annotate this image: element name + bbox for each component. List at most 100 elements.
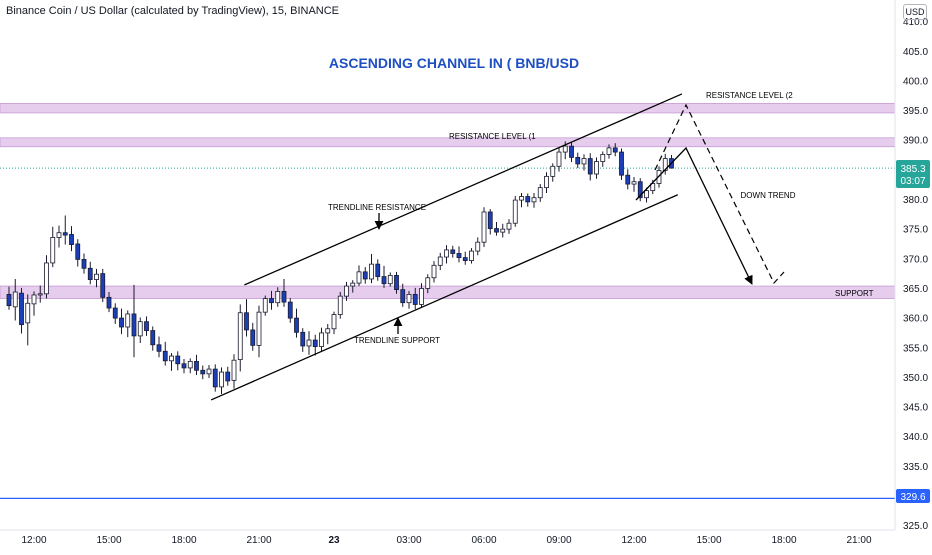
x-tick-label: 15:00 [96, 535, 121, 546]
candle [469, 248, 474, 264]
candle-body [187, 360, 193, 369]
candle [112, 303, 118, 325]
chart-title: ASCENDING CHANNEL IN ( BNB/USD [329, 55, 579, 71]
candle-body [244, 312, 249, 331]
y-tick-label: 355.0 [903, 343, 928, 354]
candle [575, 152, 581, 169]
candle-body [237, 312, 243, 361]
candle-body [256, 311, 262, 346]
candle-body [619, 151, 624, 176]
candle [362, 267, 368, 284]
candle [81, 253, 87, 274]
candle-body [369, 263, 374, 280]
downtrend-dashed-projection [654, 103, 785, 285]
candle-body [119, 317, 124, 328]
candle-body [275, 291, 281, 304]
candle-body [544, 175, 549, 189]
candle-body [462, 257, 468, 261]
candle [406, 290, 412, 309]
candle [119, 308, 124, 335]
candle [25, 294, 31, 346]
candle-body [62, 232, 68, 236]
x-tick-label: 21:00 [846, 535, 871, 546]
candle [431, 261, 437, 283]
candle [619, 148, 624, 180]
candle-body [356, 271, 362, 284]
candle-body [137, 321, 143, 337]
candle [275, 287, 281, 307]
bar-countdown: 03:07 [900, 176, 925, 187]
candle [150, 326, 156, 351]
candle [6, 286, 12, 310]
candle-body [281, 291, 287, 303]
candle-body [162, 350, 168, 362]
candle-body [606, 147, 612, 155]
candle-body [225, 371, 231, 382]
candle-body [69, 234, 74, 245]
candle [394, 271, 399, 294]
candle [169, 353, 174, 371]
x-tick-label: 18:00 [171, 535, 196, 546]
y-tick-label: 395.0 [903, 106, 928, 117]
candle-body [231, 359, 237, 381]
candle-body [169, 355, 174, 362]
candle-body [500, 228, 506, 233]
candle-body [94, 273, 99, 280]
y-tick-label: 365.0 [903, 284, 928, 295]
candle-body [494, 228, 499, 233]
candle-body [569, 145, 574, 158]
candle-body [319, 332, 324, 347]
candle-body [44, 262, 49, 295]
candle-body [125, 313, 131, 328]
x-tick-label: 15:00 [696, 535, 721, 546]
candle [556, 147, 562, 172]
candle-body [519, 196, 524, 201]
candle [331, 311, 337, 335]
candle [219, 367, 224, 395]
candle-body [644, 190, 649, 199]
candle [244, 299, 249, 337]
candle [437, 252, 443, 271]
candle [594, 157, 599, 179]
down-trend-label: DOWN TREND [741, 191, 796, 200]
candle [269, 290, 274, 310]
candle-body [425, 277, 431, 289]
candle [337, 292, 343, 319]
candle [144, 316, 149, 336]
axis-layer: 325.0330.0335.0340.0345.0350.0355.0360.0… [0, 0, 928, 546]
candle-body [400, 289, 406, 304]
candle [412, 287, 418, 310]
candle-body [219, 371, 224, 388]
candle [419, 283, 424, 308]
candle [37, 285, 43, 303]
candle [375, 259, 381, 281]
candle [587, 153, 593, 181]
candle [175, 351, 181, 371]
candle [487, 208, 493, 235]
downtrend-solid-projection [635, 146, 753, 285]
candle-body [469, 250, 474, 261]
candle [344, 281, 349, 301]
candle [194, 354, 199, 376]
candle [262, 295, 268, 316]
candle [75, 239, 81, 267]
candle [187, 358, 193, 374]
drawings-layer [210, 93, 785, 401]
candle-body [194, 360, 199, 371]
candle-body [456, 253, 462, 259]
candle [206, 364, 212, 378]
candle [94, 268, 99, 288]
candle [281, 278, 287, 307]
currency-button[interactable]: USD [903, 4, 927, 20]
candle-body [306, 339, 312, 347]
candle-body [475, 241, 481, 252]
candle [19, 287, 24, 334]
candle-body [394, 275, 399, 291]
candle-body [637, 181, 643, 199]
candle-body [106, 296, 112, 309]
candle [569, 142, 574, 163]
candle [400, 283, 406, 307]
candle [12, 278, 18, 321]
